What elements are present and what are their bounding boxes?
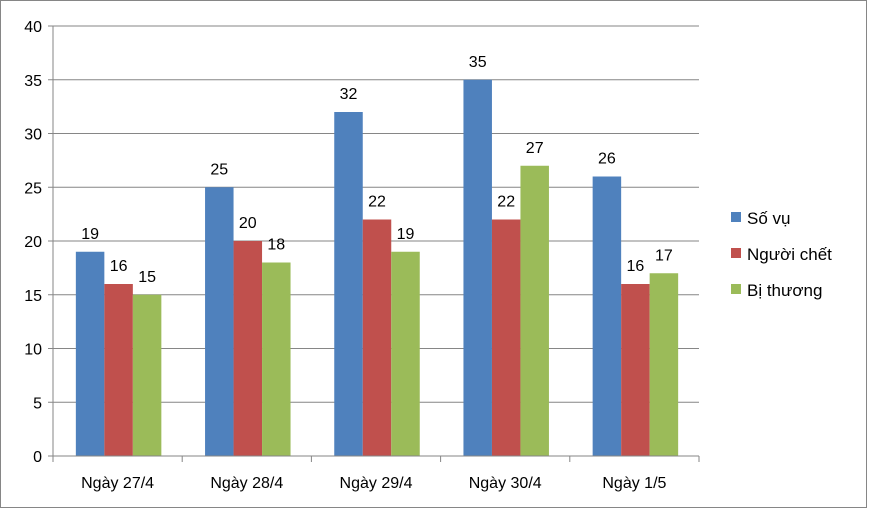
bars xyxy=(75,79,679,456)
data-labels: 19 16 15 25 20 18 32 22 19 35 22 27 26 16 17 xyxy=(81,54,673,286)
data-label: 20 xyxy=(239,215,257,232)
bar xyxy=(104,284,133,456)
y-tick-label: 0 xyxy=(33,449,42,466)
bar xyxy=(391,251,420,456)
data-label: 19 xyxy=(397,226,415,243)
legend-label: Người chết xyxy=(747,245,832,264)
x-tick-label: Ngày 29/4 xyxy=(340,475,413,492)
x-tick-label: Ngày 30/4 xyxy=(469,475,542,492)
x-tick-labels: Ngày 27/4 Ngày 28/4 Ngày 29/4 Ngày 30/4 Ngày… xyxy=(81,475,666,492)
data-label: 16 xyxy=(627,258,645,275)
y-tick-label: 40 xyxy=(24,19,42,36)
bar xyxy=(132,294,162,456)
data-label: 32 xyxy=(340,86,358,103)
legend-label: Số vụ xyxy=(747,209,790,228)
legend-label: Bị thương xyxy=(747,281,822,300)
bar xyxy=(463,79,492,456)
bar xyxy=(592,176,622,456)
bar xyxy=(205,187,234,456)
data-label: 22 xyxy=(497,194,515,211)
y-tick-label: 15 xyxy=(24,288,42,305)
data-label: 16 xyxy=(110,258,128,275)
y-tick-label: 5 xyxy=(33,395,42,412)
bar xyxy=(520,165,549,456)
bar xyxy=(362,219,392,456)
bar xyxy=(334,112,363,456)
data-label: 25 xyxy=(210,161,228,178)
y-tick-labels: 0 5 10 15 20 25 30 35 40 xyxy=(24,19,42,466)
legend-swatch xyxy=(731,284,741,294)
data-label: 17 xyxy=(655,247,673,264)
bar xyxy=(75,251,105,456)
legend-swatch xyxy=(731,212,741,222)
y-tick-label: 10 xyxy=(24,342,42,359)
axes xyxy=(48,25,700,462)
bar xyxy=(621,284,650,456)
bar xyxy=(491,219,521,456)
x-tick-label: Ngày 27/4 xyxy=(81,475,154,492)
data-label: 15 xyxy=(138,269,156,286)
bar xyxy=(262,262,291,456)
legend-swatch xyxy=(731,248,741,258)
x-tick-label: Ngày 1/5 xyxy=(602,475,666,492)
bar xyxy=(649,273,679,456)
data-label: 22 xyxy=(368,194,386,211)
data-label: 19 xyxy=(81,226,99,243)
x-tick-label: Ngày 28/4 xyxy=(210,475,283,492)
data-label: 27 xyxy=(526,140,544,157)
y-tick-label: 20 xyxy=(24,234,42,251)
data-label: 26 xyxy=(598,151,616,168)
legend: Số vụ Người chết Bị thương xyxy=(731,209,832,300)
data-label: 35 xyxy=(469,54,487,71)
bar xyxy=(233,241,263,456)
data-label: 18 xyxy=(267,237,285,254)
y-tick-label: 30 xyxy=(24,127,42,144)
y-tick-label: 25 xyxy=(24,180,42,197)
y-tick-label: 35 xyxy=(24,73,42,90)
